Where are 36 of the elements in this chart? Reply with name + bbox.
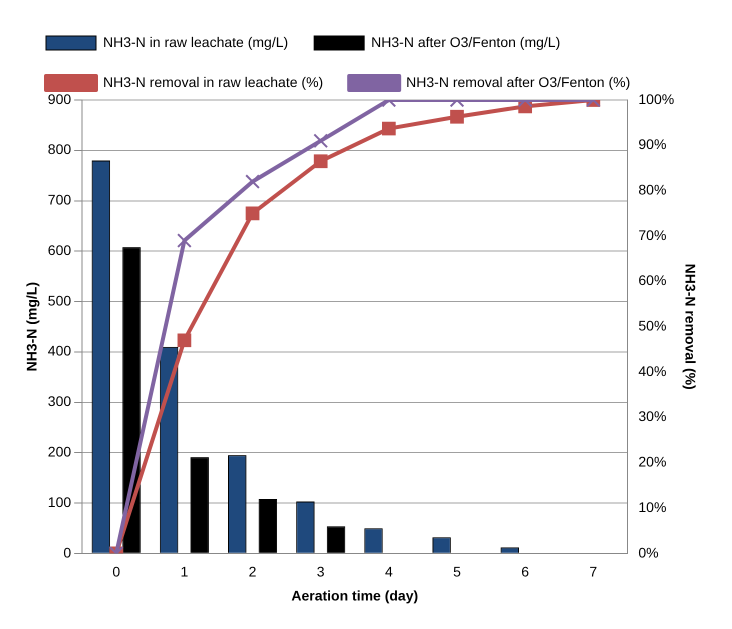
x-tick-label: 2 [248,564,257,580]
y-tick-label: 800 [48,141,72,158]
x-tick-label: 4 [384,564,393,580]
y-tick-label: 500 [48,292,72,308]
y-tick-label: 300 [48,393,72,410]
y-tick-label: 600 [48,242,72,258]
y-tick-label: 100 [48,494,72,510]
y-axis-title: NH3-N (mg/L) [23,282,40,372]
x-tick-label: 6 [521,564,530,580]
x-tick-label: 7 [589,564,598,580]
y2-tick-label: 40% [638,362,666,379]
legend-label: NH3-N after O3/Fenton (mg/L) [371,34,560,50]
x-axis-title: Aeration time (day) [291,587,418,604]
x-tick-label: 1 [180,564,188,580]
y2-tick-label: 70% [638,226,666,243]
y2-tick-label: 30% [638,408,666,424]
y2-axis-title: NH3-N removal (%) [682,264,699,390]
y-tick-label: 700 [48,192,72,208]
y2-tick-label: 0% [638,544,659,560]
y-tick-label: 200 [48,444,72,460]
y2-tick-label: 90% [638,136,666,152]
y2-tick-label: 80% [638,182,666,198]
x-tick-label: 0 [112,564,120,580]
legend-label: NH3-N removal in raw leachate (%) [103,74,324,90]
y-tick-label: 400 [48,342,72,359]
x-tick-label: 3 [316,564,325,580]
y2-tick-label: 10% [638,498,666,515]
y2-tick-label: 100% [638,90,674,107]
y-tick-label: 900 [48,90,72,107]
legend-label: NH3-N removal after O3/Fenton (%) [406,74,630,90]
y2-tick-label: 50% [638,318,666,334]
y2-tick-label: 60% [638,272,666,288]
legend-label: NH3-N in raw leachate (mg/L) [103,34,288,50]
x-tick-label: 5 [453,564,462,580]
y-tick-label: 0 [63,544,72,560]
y2-tick-label: 20% [638,454,666,470]
